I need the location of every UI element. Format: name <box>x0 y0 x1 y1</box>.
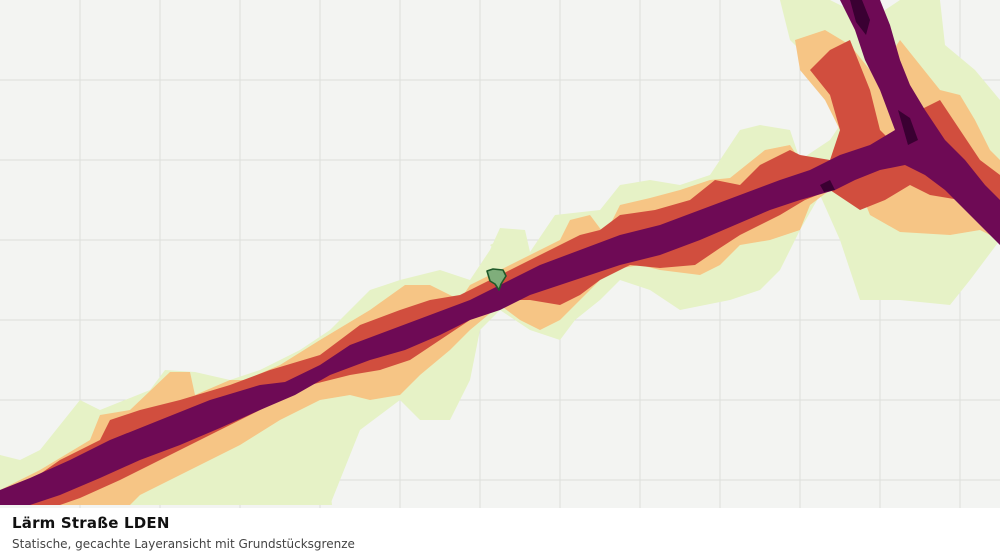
noise-map-svg <box>0 0 1000 508</box>
layer-title: Lärm Straße LDEN <box>12 514 170 532</box>
noise-map[interactable] <box>0 0 1000 508</box>
layer-subtitle: Statische, gecachte Layeransicht mit Gru… <box>12 537 355 551</box>
noise-band-highest <box>820 0 918 192</box>
noise-band-high <box>0 0 1000 505</box>
map-caption: Lärm Straße LDEN Statische, gecachte Lay… <box>0 508 1000 560</box>
grundstuecksgrenze-parcel[interactable] <box>486 268 507 291</box>
